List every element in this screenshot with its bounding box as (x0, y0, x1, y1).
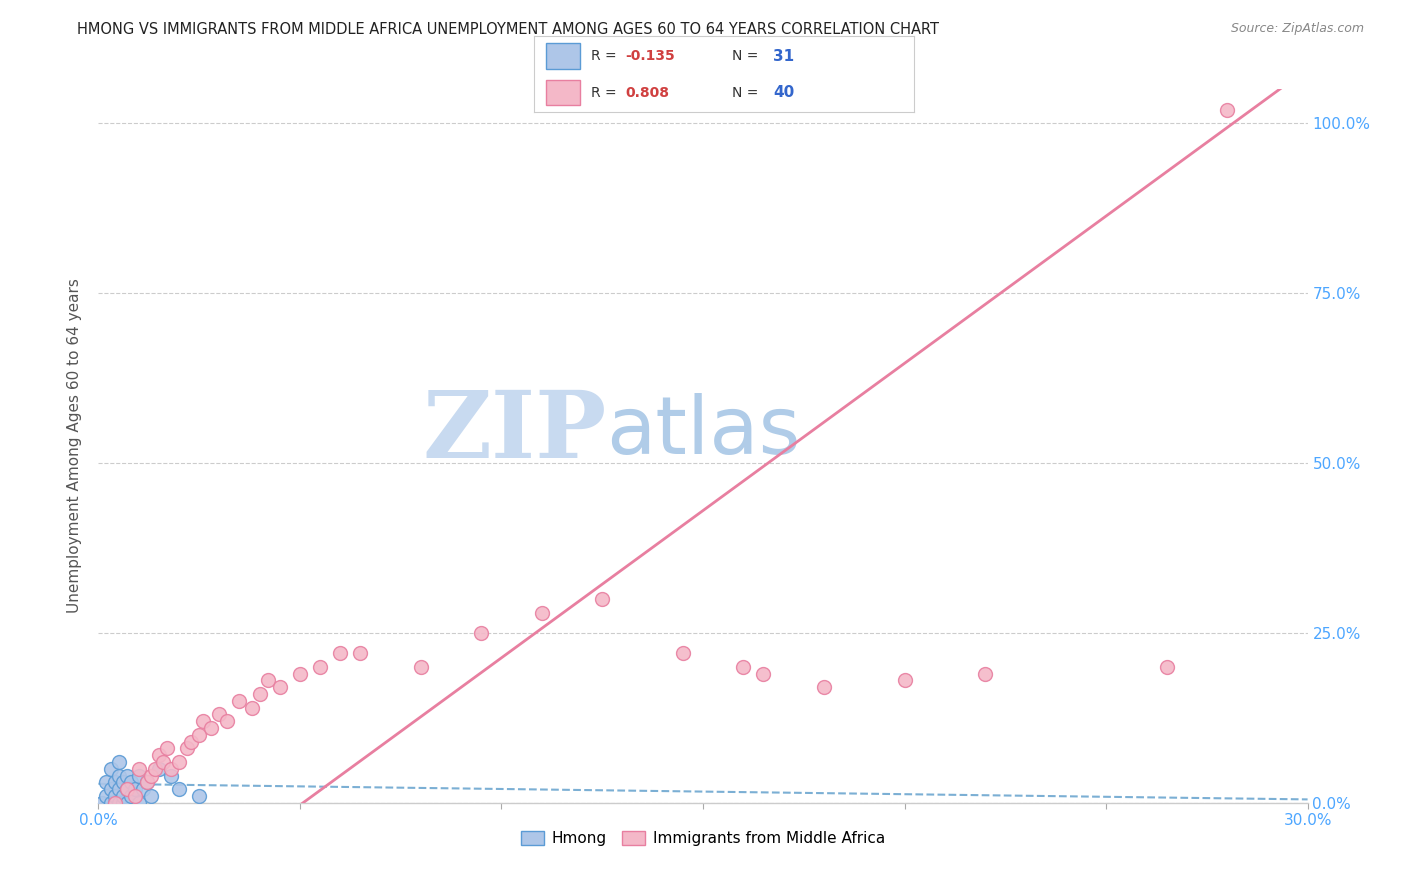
Point (124, 782, 146, 797)
FancyBboxPatch shape (546, 44, 579, 69)
Text: N =: N = (731, 86, 762, 100)
Point (228, 694, 250, 708)
Legend: Hmong, Immigrants from Middle Africa: Hmong, Immigrants from Middle Africa (515, 825, 891, 852)
Point (591, 591, 613, 606)
Text: ZIP: ZIP (422, 387, 606, 476)
Point (107, 796, 129, 810)
Point (120, 789, 142, 803)
Y-axis label: Unemployment Among Ages 60 to 64 years: Unemployment Among Ages 60 to 64 years (67, 278, 83, 614)
Text: N =: N = (731, 49, 762, 63)
Point (893, 673, 915, 688)
Point (152, 755, 174, 769)
Point (217, 714, 239, 729)
Point (100, 762, 122, 776)
Point (103, 796, 125, 810)
Point (115, 782, 138, 797)
Point (470, 626, 492, 640)
Point (128, 796, 150, 810)
Point (100, 782, 122, 797)
Point (269, 680, 291, 694)
Point (240, 700, 263, 714)
Point (176, 741, 198, 756)
Point (249, 687, 271, 701)
Text: atlas: atlas (606, 392, 800, 471)
Point (208, 707, 231, 722)
Point (148, 748, 170, 763)
Point (188, 789, 211, 803)
Point (256, 673, 278, 688)
Point (115, 782, 138, 797)
Point (200, 721, 222, 735)
FancyBboxPatch shape (546, 79, 579, 105)
Point (111, 796, 134, 810)
Point (813, 680, 835, 694)
Point (160, 769, 183, 783)
Point (167, 755, 190, 769)
Point (156, 741, 179, 756)
Point (124, 789, 146, 803)
Text: HMONG VS IMMIGRANTS FROM MIDDLE AFRICA UNEMPLOYMENT AMONG AGES 60 TO 64 YEARS CO: HMONG VS IMMIGRANTS FROM MIDDLE AFRICA U… (77, 22, 939, 37)
Point (103, 775, 125, 789)
Text: R =: R = (591, 49, 621, 63)
Text: -0.135: -0.135 (626, 49, 675, 63)
Point (193, 714, 215, 729)
Point (349, 646, 371, 660)
Point (103, 789, 125, 803)
Point (111, 775, 134, 789)
Point (733, 660, 755, 674)
Point (409, 660, 432, 674)
Point (100, 796, 122, 810)
Point (160, 762, 183, 776)
Text: 31: 31 (773, 49, 794, 63)
Point (103, 796, 125, 810)
Point (139, 769, 162, 783)
Point (188, 728, 211, 742)
Point (309, 660, 332, 674)
Point (111, 789, 134, 803)
Point (128, 769, 150, 783)
Point (107, 769, 129, 783)
Text: Source: ZipAtlas.com: Source: ZipAtlas.com (1230, 22, 1364, 36)
Point (115, 769, 138, 783)
Point (135, 775, 157, 789)
Point (107, 782, 129, 797)
Point (96, 775, 118, 789)
Point (530, 606, 553, 620)
Point (148, 762, 170, 776)
Point (107, 755, 129, 769)
Point (974, 666, 997, 681)
Point (329, 646, 352, 660)
Text: R =: R = (591, 86, 621, 100)
Point (128, 762, 150, 776)
Text: 40: 40 (773, 85, 794, 100)
Point (120, 775, 142, 789)
Point (288, 666, 311, 681)
Point (135, 775, 157, 789)
Point (1156, 660, 1178, 674)
Point (1216, 103, 1239, 117)
Point (115, 796, 138, 810)
Point (167, 782, 190, 797)
Text: 0.808: 0.808 (626, 86, 669, 100)
Point (180, 734, 202, 748)
Point (672, 646, 695, 660)
Point (139, 789, 162, 803)
Point (752, 666, 775, 681)
Point (91, 796, 114, 810)
Point (96, 789, 118, 803)
Point (143, 762, 166, 776)
Point (132, 782, 155, 797)
